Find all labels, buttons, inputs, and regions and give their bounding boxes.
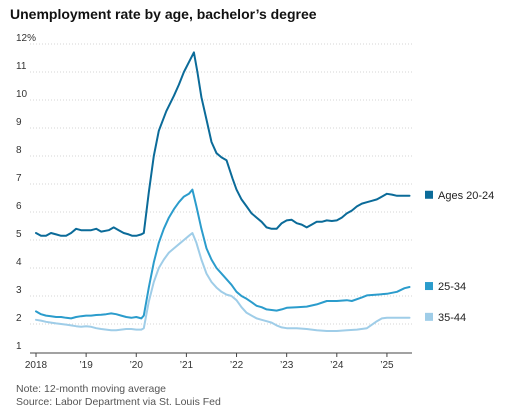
series-lines xyxy=(35,51,411,332)
legend-label: 35-44 xyxy=(438,312,466,324)
y-tick-label: 3 xyxy=(16,285,22,296)
x-axis: 2018 ’19 ’20 ’21 ’22 ’23 ’24 ’25 xyxy=(25,352,412,371)
legend-item: Ages 20-24 xyxy=(425,190,494,202)
legend-item: 25-34 xyxy=(425,281,466,293)
y-tick-label: 10 xyxy=(16,89,28,100)
legend-swatch xyxy=(425,190,433,199)
x-tick-label: ’22 xyxy=(230,360,244,371)
y-axis-tick-labels: 1 2 3 4 5 6 7 8 9 10 11 12% xyxy=(16,33,36,352)
x-tick-label: ’24 xyxy=(330,360,344,371)
legend-swatch xyxy=(425,282,433,291)
legend: Ages 20-24 25-34 35-44 xyxy=(425,190,494,324)
chart-note: Note: 12-month moving average xyxy=(16,383,166,395)
y-tick-label: 1 xyxy=(16,341,22,352)
x-tick-label: ’23 xyxy=(280,360,294,371)
legend-swatch xyxy=(425,312,433,321)
y-tick-label: 8 xyxy=(16,145,22,156)
chart-title: Unemployment rate by age, bachelor’s deg… xyxy=(10,6,317,22)
y-tick-label: 7 xyxy=(16,173,22,184)
x-tick-label: ’25 xyxy=(380,360,394,371)
y-tick-label: 4 xyxy=(16,257,22,268)
x-tick-label: ’19 xyxy=(79,360,93,371)
chart-notes: Note: 12-month moving average Source: La… xyxy=(16,383,221,409)
series-line xyxy=(35,188,411,320)
y-tick-label: 2 xyxy=(16,313,22,324)
legend-label: Ages 20-24 xyxy=(438,190,494,202)
x-tick-label: 2018 xyxy=(25,360,48,371)
gridlines xyxy=(30,43,412,325)
y-tick-label: 9 xyxy=(16,117,22,128)
y-tick-label: 11 xyxy=(16,61,27,72)
y-tick-label: 5 xyxy=(16,229,22,240)
y-tick-label: 6 xyxy=(16,201,22,212)
chart-source: Source: Labor Department via St. Louis F… xyxy=(16,396,221,408)
series-line xyxy=(35,232,411,332)
y-tick-label: 12% xyxy=(16,33,36,44)
series-line xyxy=(35,51,411,237)
legend-item: 35-44 xyxy=(425,312,466,324)
x-tick-label: ’20 xyxy=(130,360,144,371)
legend-label: 25-34 xyxy=(438,281,466,293)
x-tick-label: ’21 xyxy=(180,360,194,371)
